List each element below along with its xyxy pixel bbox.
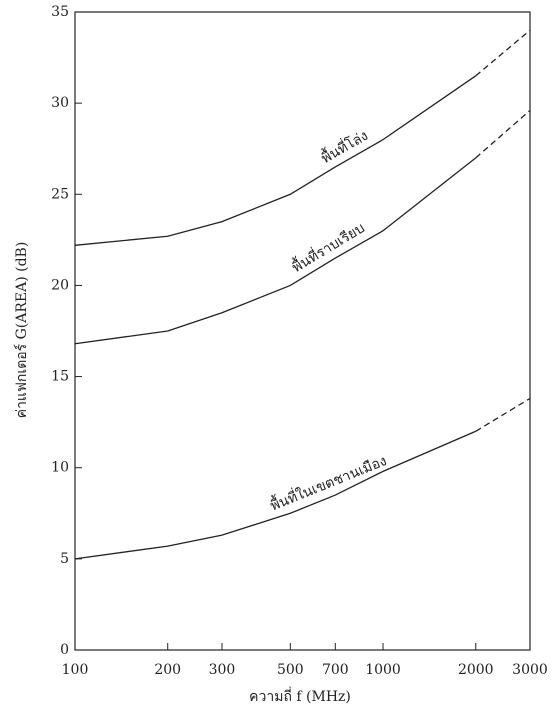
x-tick-label: 2000 [458,662,494,678]
curve-label: พื้นที่ในเขตชานเมือง [267,450,389,514]
y-axis-title: ค่าแฟกเตอร์ G(AREA) (dB) [13,242,30,419]
series-line [74,430,477,560]
y-tick-label: 25 [51,186,69,202]
x-tick-label: 100 [62,662,89,678]
x-tick-label: 1000 [365,662,401,678]
y-tick-label: 20 [51,277,69,293]
y-tick-label: 30 [51,95,69,111]
curve-label: พื้นที่โล่ง [317,125,371,167]
plot-frame [74,11,531,651]
series-line [74,157,477,345]
x-tick-label: 500 [277,662,304,678]
series-line-dashed [475,109,531,159]
x-tick-label: 3000 [512,662,548,678]
y-tick-label: 0 [60,642,69,658]
series-line [74,75,477,246]
x-tick-label: 200 [154,662,181,678]
x-tick-label: 700 [322,662,349,678]
y-tick-label: 15 [51,369,69,385]
y-tick-label: 35 [51,4,69,20]
x-tick-label: 300 [209,662,236,678]
x-axis-title: ความถี่ f (MHz) [249,687,351,705]
series-line-dashed [475,397,531,432]
y-tick-label: 10 [51,460,69,476]
y-tick-label: 5 [60,551,69,567]
series-line-dashed [475,29,531,77]
